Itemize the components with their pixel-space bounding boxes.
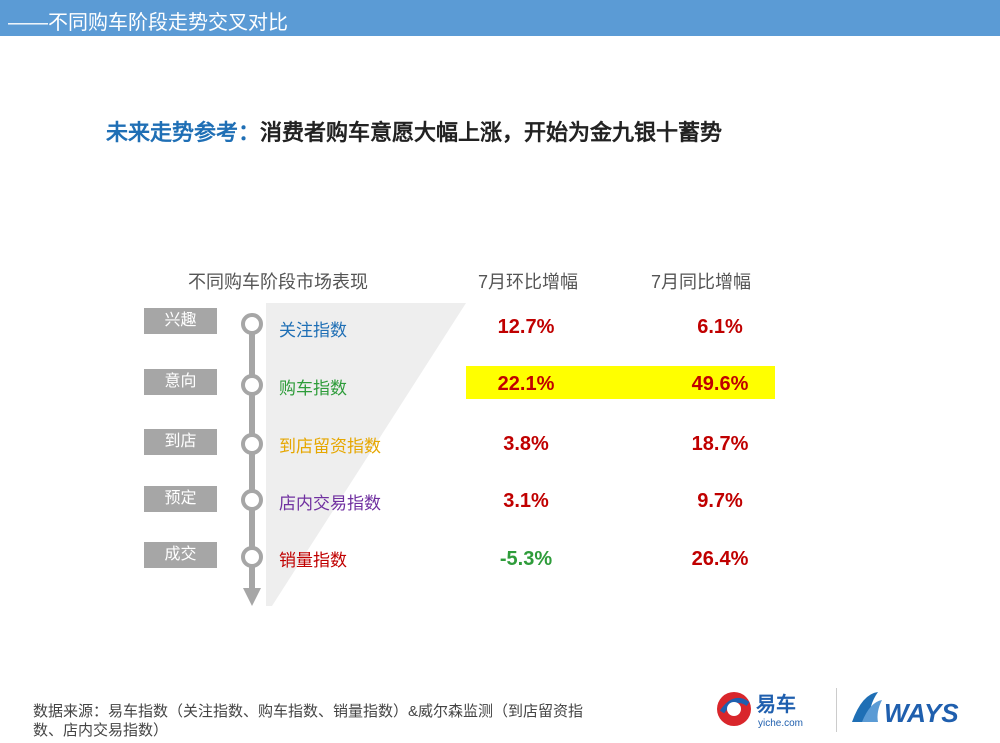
svg-text:WAYS: WAYS [884,698,959,728]
stage-label: 到店 [144,429,217,455]
mom-value: 12.7% [497,316,555,338]
data-source-note: 数据来源：易车指数（关注指数、购车指数、销量指数）&威尔森监测（到店留资指 数、… [33,702,663,740]
index-label: 关注指数 [279,321,347,340]
mom-value: 22.1% [497,373,555,395]
svg-text:易车: 易车 [756,692,796,716]
header-title: ——不同购车阶段走势交叉对比 [8,12,288,34]
index-label: 购车指数 [279,379,347,398]
headline-text: 消费者购车意愿大幅上涨，开始为金九银十蓄势 [260,120,723,145]
funnel-shape [266,303,466,606]
stage-label: 成交 [144,542,217,568]
timeline-node [241,546,263,568]
yoy-value: 6.1% [697,316,743,338]
mom-value: 3.8% [503,433,549,455]
column-header-yoy: 7月同比增幅 [651,272,752,292]
highlight-row [466,366,775,399]
data-source-line: 数、店内交易指数） [33,722,169,739]
stage-label: 兴趣 [144,308,217,334]
yoy-value: 26.4% [691,548,749,570]
index-label: 销量指数 [279,551,347,570]
header-bar: ——不同购车阶段走势交叉对比 [0,0,1000,36]
mom-value: -5.3% [499,548,553,570]
ways-logo: WAYS [852,692,959,728]
svg-text:yiche.com: yiche.com [758,718,803,729]
headline-lead: 未来走势参考： [106,120,261,145]
timeline-node [241,489,263,511]
yoy-value: 9.7% [697,490,743,512]
index-label: 店内交易指数 [279,494,381,513]
logo-separator [836,688,837,732]
yoy-value: 18.7% [691,433,749,455]
timeline-node [241,374,263,396]
column-header-mom: 7月环比增幅 [478,272,579,292]
mom-value: 3.1% [503,490,549,512]
timeline-node [241,433,263,455]
headline: 未来走势参考：消费者购车意愿大幅上涨，开始为金九银十蓄势 [106,115,722,147]
stage-label: 预定 [144,486,217,512]
column-header-stage: 不同购车阶段市场表现 [188,272,368,292]
yiche-logo: 易车 yiche.com [717,692,803,729]
yoy-value: 49.6% [691,373,749,395]
index-label: 到店留资指数 [279,437,381,456]
data-source-line: 数据来源：易车指数（关注指数、购车指数、销量指数）&威尔森监测（到店留资指 [33,703,584,720]
stage-label: 意向 [144,369,217,395]
timeline-arrow [243,588,261,606]
timeline-node [241,313,263,335]
